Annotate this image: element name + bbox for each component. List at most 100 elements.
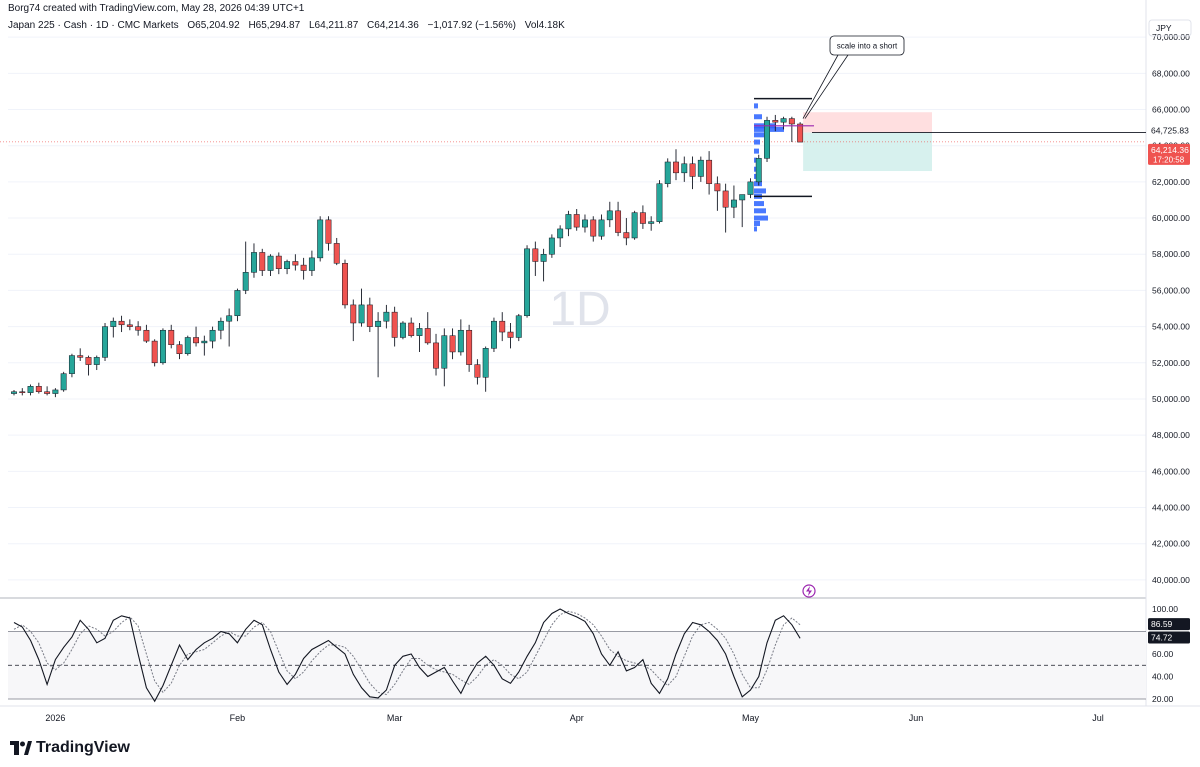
candle-body[interactable] xyxy=(226,315,233,322)
candle-body[interactable] xyxy=(118,320,125,326)
candle-body[interactable] xyxy=(499,320,506,333)
candle-body[interactable] xyxy=(788,118,795,125)
candle-body[interactable] xyxy=(681,163,688,174)
candle-body[interactable] xyxy=(11,391,17,394)
candle-body[interactable] xyxy=(308,257,315,271)
candle-body[interactable] xyxy=(168,329,175,345)
candle-body[interactable] xyxy=(433,342,439,369)
candle-body[interactable] xyxy=(573,214,580,228)
candle-body[interactable] xyxy=(217,320,224,331)
candle-body[interactable] xyxy=(408,322,415,336)
candle-body[interactable] xyxy=(35,386,42,392)
candle-body[interactable] xyxy=(292,261,299,266)
candle-body[interactable] xyxy=(466,329,473,365)
candle-body[interactable] xyxy=(209,329,216,342)
candle-body[interactable] xyxy=(300,264,307,271)
candle-body[interactable] xyxy=(19,391,26,393)
candle-body[interactable] xyxy=(160,329,166,364)
candle-body[interactable] xyxy=(358,304,365,324)
candle-body[interactable] xyxy=(27,386,34,393)
candle-body[interactable] xyxy=(151,340,158,364)
candle-body[interactable] xyxy=(126,324,133,327)
candle-body[interactable] xyxy=(391,311,398,338)
candle-body[interactable] xyxy=(102,326,108,358)
candle-body[interactable] xyxy=(234,290,241,317)
candle-body[interactable] xyxy=(747,181,754,195)
candle-body[interactable] xyxy=(797,123,804,143)
candle-body[interactable] xyxy=(77,355,84,358)
candle-body[interactable] xyxy=(60,373,67,391)
candle-body[interactable] xyxy=(648,221,655,224)
candle-body[interactable] xyxy=(176,344,183,355)
candle-body[interactable] xyxy=(524,248,530,317)
candle-body[interactable] xyxy=(780,118,787,123)
candle-body[interactable] xyxy=(714,183,721,192)
candle-body[interactable] xyxy=(399,322,406,338)
candle-body[interactable] xyxy=(457,329,464,353)
candle-body[interactable] xyxy=(631,212,638,239)
stoch-k-line[interactable] xyxy=(13,608,801,703)
candle-body[interactable] xyxy=(673,161,679,174)
candle-body[interactable] xyxy=(366,304,373,327)
stop-zone[interactable] xyxy=(803,112,932,133)
tradingview-logo[interactable]: TradingView xyxy=(10,739,130,757)
candle-body[interactable] xyxy=(565,214,572,230)
candle-body[interactable] xyxy=(201,340,208,344)
target-zone[interactable] xyxy=(803,132,932,172)
candle-body[interactable] xyxy=(548,237,555,255)
candle-body[interactable] xyxy=(474,364,481,378)
candle-body[interactable] xyxy=(532,248,539,262)
candle-body[interactable] xyxy=(639,212,646,224)
candle-body[interactable] xyxy=(267,255,274,271)
symbol-legend[interactable]: Japan 225 · Cash · 1D · CMC Markets O65,… xyxy=(8,20,571,31)
candle-body[interactable] xyxy=(44,391,51,394)
candle-body[interactable] xyxy=(540,253,547,262)
candle-body[interactable] xyxy=(755,158,762,183)
candle-body[interactable] xyxy=(606,210,613,221)
candle-body[interactable] xyxy=(52,389,59,394)
candle-body[interactable] xyxy=(242,272,249,291)
candle-body[interactable] xyxy=(689,163,696,177)
candle-body[interactable] xyxy=(333,243,340,264)
candle-body[interactable] xyxy=(582,219,588,228)
candle-body[interactable] xyxy=(85,357,92,365)
candle-body[interactable] xyxy=(615,210,622,233)
candle-body[interactable] xyxy=(722,190,729,208)
candle-body[interactable] xyxy=(557,228,564,239)
candle-body[interactable] xyxy=(342,263,348,306)
candle-body[interactable] xyxy=(143,329,150,342)
candle-body[interactable] xyxy=(764,120,770,159)
candle-body[interactable] xyxy=(383,311,390,322)
candle-body[interactable] xyxy=(135,326,142,331)
candle-body[interactable] xyxy=(325,219,332,244)
candle-body[interactable] xyxy=(623,232,630,239)
candle-body[interactable] xyxy=(317,219,324,259)
candle-body[interactable] xyxy=(697,159,704,177)
candle-body[interactable] xyxy=(68,355,75,374)
symbol-name[interactable]: Japan 225 · Cash · 1D · CMC Markets xyxy=(8,20,179,31)
callout-box[interactable] xyxy=(829,35,905,56)
candle-body[interactable] xyxy=(350,304,357,324)
candle-body[interactable] xyxy=(706,159,713,184)
candle-body[interactable] xyxy=(441,335,448,369)
candle-body[interactable] xyxy=(251,252,257,273)
currency-button[interactable] xyxy=(1148,19,1192,37)
candle-body[interactable] xyxy=(739,194,746,201)
candle-body[interactable] xyxy=(416,328,423,336)
candle-body[interactable] xyxy=(93,357,100,365)
candle-body[interactable] xyxy=(259,252,266,271)
candle-body[interactable] xyxy=(664,161,671,184)
candle-body[interactable] xyxy=(275,255,282,269)
candle-body[interactable] xyxy=(184,337,191,355)
candle-body[interactable] xyxy=(193,337,200,344)
candle-body[interactable] xyxy=(110,320,117,327)
candle-body[interactable] xyxy=(656,183,663,222)
candle-body[interactable] xyxy=(598,219,605,237)
candle-body[interactable] xyxy=(491,320,497,349)
candle-body[interactable] xyxy=(284,261,291,269)
candle-body[interactable] xyxy=(375,320,382,327)
candle-body[interactable] xyxy=(730,199,737,208)
candle-body[interactable] xyxy=(449,335,456,353)
candle-body[interactable] xyxy=(507,331,514,338)
